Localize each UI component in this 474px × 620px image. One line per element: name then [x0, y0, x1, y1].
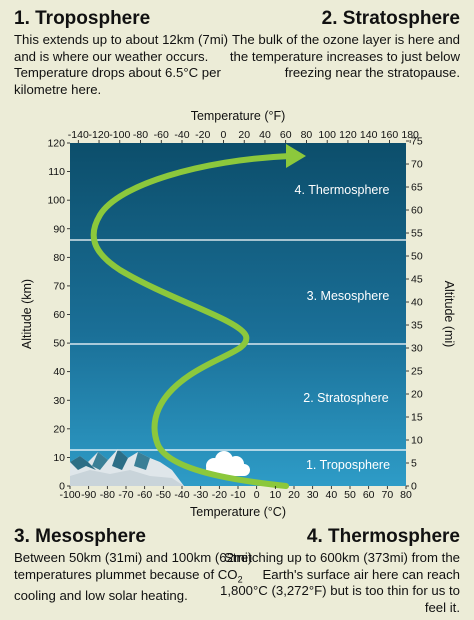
- left-tick-label: 100: [47, 195, 65, 207]
- bottom-tick-label: 50: [344, 489, 356, 501]
- top-tick-label: -20: [195, 129, 210, 141]
- right-tick-label: 40: [411, 297, 423, 309]
- left-tick-label: 20: [53, 423, 65, 435]
- mesosphere-title: 3. Mesosphere: [14, 526, 146, 547]
- top-tick-label: -100: [109, 129, 130, 141]
- layer-label-troposphere: 1. Troposphere: [306, 458, 390, 472]
- bottom-tick-label: -90: [81, 489, 96, 501]
- bottom-tick-label: 70: [381, 489, 393, 501]
- bottom-tick-label: 0: [254, 489, 260, 501]
- right-tick-label: 35: [411, 320, 423, 332]
- left-tick-label: 120: [47, 138, 65, 150]
- left-tick-label: 0: [59, 481, 65, 493]
- mesosphere-text-post: cooling and low solar heating.: [14, 587, 188, 603]
- arrow-head-icon: [286, 144, 306, 168]
- top-axis-title: Temperature (°F): [191, 109, 286, 123]
- top-tick-label: 120: [339, 129, 357, 141]
- right-tick-label: 10: [411, 435, 423, 447]
- bottom-tick-label: 10: [269, 489, 281, 501]
- bottom-tick-label: -10: [230, 489, 245, 501]
- mesosphere-info: 3. Mesosphere Between 50km (31mi) and 10…: [14, 526, 254, 604]
- top-tick-label: -120: [89, 129, 110, 141]
- left-tick-label: 10: [53, 452, 65, 464]
- bottom-tick-label: -100: [59, 489, 80, 501]
- top-tick-label: -60: [154, 129, 169, 141]
- top-tick-label: -140: [68, 129, 89, 141]
- top-tick-label: 80: [301, 129, 313, 141]
- left-tick-label: 50: [53, 338, 65, 350]
- left-tick-label: 90: [53, 223, 65, 235]
- bottom-tick-label: 20: [288, 489, 300, 501]
- top-tick-label: 180: [401, 129, 419, 141]
- top-tick-label: -80: [133, 129, 148, 141]
- right-tick-label: 20: [411, 389, 423, 401]
- bottom-tick-label: -20: [212, 489, 227, 501]
- layer-label-mesosphere: 3. Mesosphere: [307, 289, 390, 303]
- bottom-axis-title: Temperature (°C): [190, 505, 286, 519]
- top-tick-label: 20: [238, 129, 250, 141]
- mesosphere-text: Between 50km (31mi) and 100km (62mi) tem…: [14, 550, 254, 604]
- bottom-tick-label: -40: [174, 489, 189, 501]
- bottom-tick-label: -50: [156, 489, 171, 501]
- layer-label-thermosphere: 4. Thermosphere: [295, 183, 390, 197]
- bottom-tick-label: 80: [400, 489, 412, 501]
- co2-subscript: 2: [237, 574, 243, 585]
- right-tick-label: 30: [411, 343, 423, 355]
- right-tick-label: 70: [411, 159, 423, 171]
- right-tick-label: 25: [411, 366, 423, 378]
- mountains-icon: [70, 449, 184, 486]
- stratosphere-text: The bulk of the ozone layer is here and …: [229, 32, 460, 81]
- right-tick-label: 50: [411, 251, 423, 263]
- right-tick-label: 0: [411, 481, 417, 493]
- right-tick-label: 55: [411, 228, 423, 240]
- right-tick-label: 45: [411, 274, 423, 286]
- left-tick-label: 30: [53, 395, 65, 407]
- bottom-axis-ticks: -100 -90 -80 -70 -60 -50 -40 -30 -20 -10 0 10 20 30 40…: [59, 486, 412, 501]
- top-tick-label: 140: [360, 129, 378, 141]
- left-axis-title: Altitude (km): [20, 279, 34, 349]
- cloud-icon: [206, 451, 250, 476]
- layer-label-stratosphere: 2. Stratosphere: [303, 391, 389, 405]
- mesosphere-text-pre: Between 50km (31mi) and 100km (62mi) tem…: [14, 550, 253, 582]
- left-tick-label: 40: [53, 366, 65, 378]
- top-tick-label: -40: [174, 129, 189, 141]
- top-tick-label: 0: [221, 129, 227, 141]
- right-tick-label: 75: [411, 136, 423, 148]
- temperature-curve: [90, 153, 293, 489]
- right-tick-label: 60: [411, 205, 423, 217]
- right-tick-label: 15: [411, 412, 423, 424]
- stratosphere-info: 2. Stratosphere The bulk of the ozone la…: [224, 8, 460, 82]
- thermosphere-title: 4. Thermosphere: [306, 526, 460, 547]
- bottom-tick-label: -60: [137, 489, 152, 501]
- bottom-tick-label: 30: [307, 489, 319, 501]
- bottom-tick-label: -30: [193, 489, 208, 501]
- bottom-tick-label: -80: [100, 489, 115, 501]
- right-axis-ticks: 0 5 10 15 20 25 30 35 40 45 50 55 60 65 70 75: [406, 136, 423, 493]
- thermosphere-text: Stretching up to 600km (373mi) from the …: [220, 550, 460, 615]
- top-tick-label: 40: [259, 129, 271, 141]
- top-tick-label: 160: [381, 129, 399, 141]
- left-tick-label: 60: [53, 309, 65, 321]
- top-tick-label: 100: [318, 129, 336, 141]
- sky-background: [70, 143, 406, 486]
- top-axis-ticks: -140 -120 -100 -80 -60 -40 -20 0 20 40 60 80 100 120 1…: [68, 129, 419, 143]
- right-axis-title: Altitude (mi): [442, 281, 456, 348]
- right-tick-label: 5: [411, 458, 417, 470]
- left-tick-label: 110: [48, 166, 65, 178]
- stratosphere-title: 2. Stratosphere: [321, 8, 460, 29]
- left-tick-label: 80: [53, 252, 65, 264]
- right-tick-label: 65: [411, 182, 423, 194]
- left-axis-ticks: 0 10 20 30 40 50 60 70 80 90 100 110 120: [47, 138, 70, 493]
- troposphere-title: 1. Troposphere: [14, 8, 151, 29]
- top-tick-label: 60: [280, 129, 292, 141]
- troposphere-info: 1. Troposphere This extends up to about …: [14, 8, 250, 98]
- bottom-tick-label: 40: [325, 489, 337, 501]
- bottom-tick-label: -70: [118, 489, 133, 501]
- bottom-tick-label: 60: [363, 489, 375, 501]
- thermosphere-info: 4. Thermosphere Stretching up to 600km (…: [220, 526, 460, 616]
- troposphere-text: This extends up to about 12km (7mi) and …: [14, 32, 229, 97]
- left-tick-label: 70: [53, 280, 65, 292]
